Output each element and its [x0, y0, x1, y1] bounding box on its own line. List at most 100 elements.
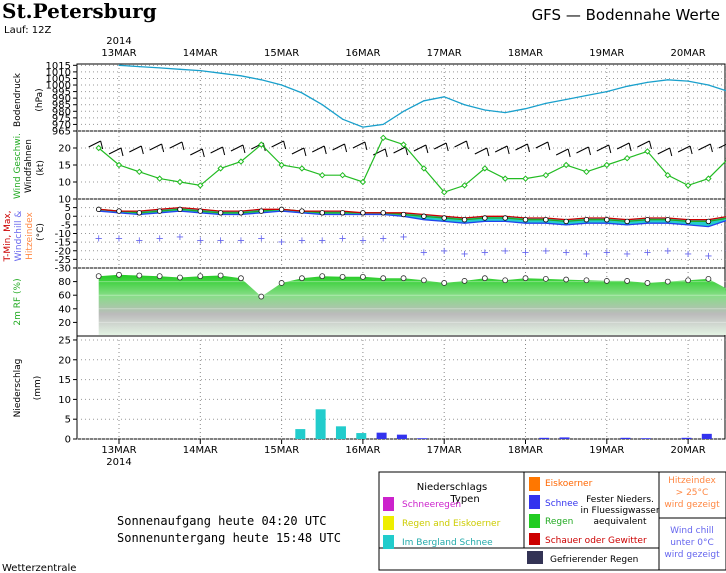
- temp-ylabel-c: Hitzeindex: [25, 211, 35, 259]
- wind-point: [258, 141, 265, 148]
- wind-ylabel: Wind Geschwi. Windfahnen (kt): [13, 133, 46, 199]
- rh-tick-label: 60: [58, 291, 71, 302]
- windchill-mark: +: [603, 247, 611, 258]
- pressure-point: [260, 79, 262, 81]
- pressure-point: [382, 123, 384, 126]
- wind-barb-shaft: [698, 143, 711, 151]
- temp-line-2: [98, 210, 726, 228]
- wind-barb-shaft: [291, 147, 305, 155]
- temp-tick-label: -15: [55, 238, 71, 249]
- rh-point: [461, 278, 468, 284]
- day-label-bottom: 13MAR: [101, 445, 136, 456]
- wind-barb-shaft: [190, 148, 203, 156]
- rh-point: [319, 273, 326, 280]
- legend-label: Schneeregen: [402, 500, 461, 510]
- precip-tick-label: 10: [58, 395, 71, 406]
- legend-swatch: [529, 533, 540, 545]
- rh-point: [441, 280, 448, 286]
- temp-point: [278, 206, 285, 213]
- windchill-mark: +: [562, 247, 570, 258]
- temp-tick-label: -25: [55, 255, 71, 266]
- precip-bar: [539, 437, 550, 439]
- pressure-point: [463, 104, 466, 106]
- wind-barb-flag: [344, 143, 348, 153]
- wind-line: [98, 137, 726, 193]
- pressure-point: [687, 80, 689, 82]
- precip-tick-label: 25: [58, 335, 71, 346]
- pressure-point: [646, 81, 649, 83]
- pressure-tick-label: 985: [52, 100, 71, 111]
- wind-barb-shaft: [718, 143, 726, 149]
- wind-barb-shaft: [454, 140, 467, 148]
- wind-barb-flag: [140, 145, 144, 155]
- wind-point: [420, 165, 428, 172]
- precip-ylabel: Niederschlag (mm): [13, 359, 43, 418]
- day-label-top: 15MAR: [264, 48, 299, 59]
- wind-barb-shaft: [332, 143, 345, 151]
- windchill-mark: +: [521, 247, 529, 258]
- rh-ylabel-a: 2m RF (%): [13, 278, 23, 325]
- wind-barb-shaft: [657, 147, 670, 155]
- wind-barb: [149, 143, 165, 153]
- pressure-point: [667, 79, 669, 81]
- temp-point: [563, 218, 569, 225]
- wind-barb-shaft: [230, 144, 244, 152]
- wind-point: [623, 154, 631, 162]
- wind-barb-flag: [120, 147, 124, 157]
- heat-3: wird gezeigt: [664, 500, 720, 510]
- legend-freezing: Gefrierender Regen: [550, 555, 638, 565]
- rh-point: [481, 275, 488, 282]
- windchill-mark: +: [196, 235, 204, 246]
- pressure-point: [524, 108, 527, 110]
- pressure-tick-label: 975: [52, 113, 71, 124]
- wind-barb: [169, 141, 185, 151]
- legend-solid-2: in Fluessigwasser: [580, 506, 659, 516]
- day-label-bottom: 15MAR: [264, 445, 299, 456]
- freezing-rain-swatch: [527, 551, 543, 564]
- wind-barb: [454, 140, 470, 150]
- wind-point: [400, 141, 407, 148]
- temp-ylabel: T-Min, Max, Windchill & Hitzeindex (°C): [3, 210, 46, 262]
- wind-barb-flag: [648, 140, 652, 150]
- wind-point: [542, 171, 550, 179]
- legend-title: Niederschlags: [417, 482, 488, 493]
- day-label-bottom: 14MAR: [183, 445, 218, 456]
- wind-barb-shaft: [373, 148, 386, 156]
- precip-tick-label: 20: [58, 355, 71, 366]
- windchill-mark: +: [643, 247, 651, 258]
- wind-barb-shaft: [515, 143, 528, 151]
- wind-barb: [312, 145, 327, 155]
- wind-barb: [555, 148, 571, 158]
- legend-swatch: [529, 514, 540, 528]
- precip-tick-label: 0: [65, 435, 71, 446]
- day-label-bottom: 20MAR: [671, 445, 706, 456]
- wind-barb: [393, 146, 409, 156]
- heat-2: > 25°C: [676, 488, 709, 498]
- precip-bar: [335, 426, 346, 439]
- wind-ylabel-c: (kt): [36, 160, 46, 176]
- pressure-ylabel-b: (hPa): [35, 88, 45, 111]
- sunset-text: Sonnenuntergang heute 15:48 UTC: [117, 531, 341, 545]
- legend-solid-3: aequivalent: [593, 517, 647, 527]
- temp-tick-label: -20: [55, 246, 71, 257]
- pressure-tick-label: 965: [52, 127, 71, 138]
- wind-barb-flag: [608, 144, 612, 154]
- pressure-point: [606, 90, 608, 93]
- wind-barb: [210, 146, 226, 156]
- temp-point: [461, 216, 468, 223]
- wind-barb-shaft: [210, 146, 223, 154]
- windchill-mark: +: [135, 235, 143, 246]
- rh-point: [563, 276, 570, 283]
- windchill-mark: +: [460, 249, 468, 260]
- temp-ylabel-d: (°C): [36, 223, 46, 241]
- pressure-tick-label: 970: [52, 120, 71, 131]
- run-label: Lauf: 12Z: [4, 25, 51, 36]
- legend-label: Regen and Eiskoerner: [402, 519, 501, 529]
- wind-barb-shaft: [535, 141, 549, 149]
- temp-line-1: [98, 206, 726, 221]
- pressure-point: [443, 96, 445, 98]
- precip-bar: [620, 437, 631, 439]
- wind-barb-flag: [283, 140, 287, 150]
- precip-bar: [396, 434, 407, 439]
- temp-point: [644, 216, 651, 223]
